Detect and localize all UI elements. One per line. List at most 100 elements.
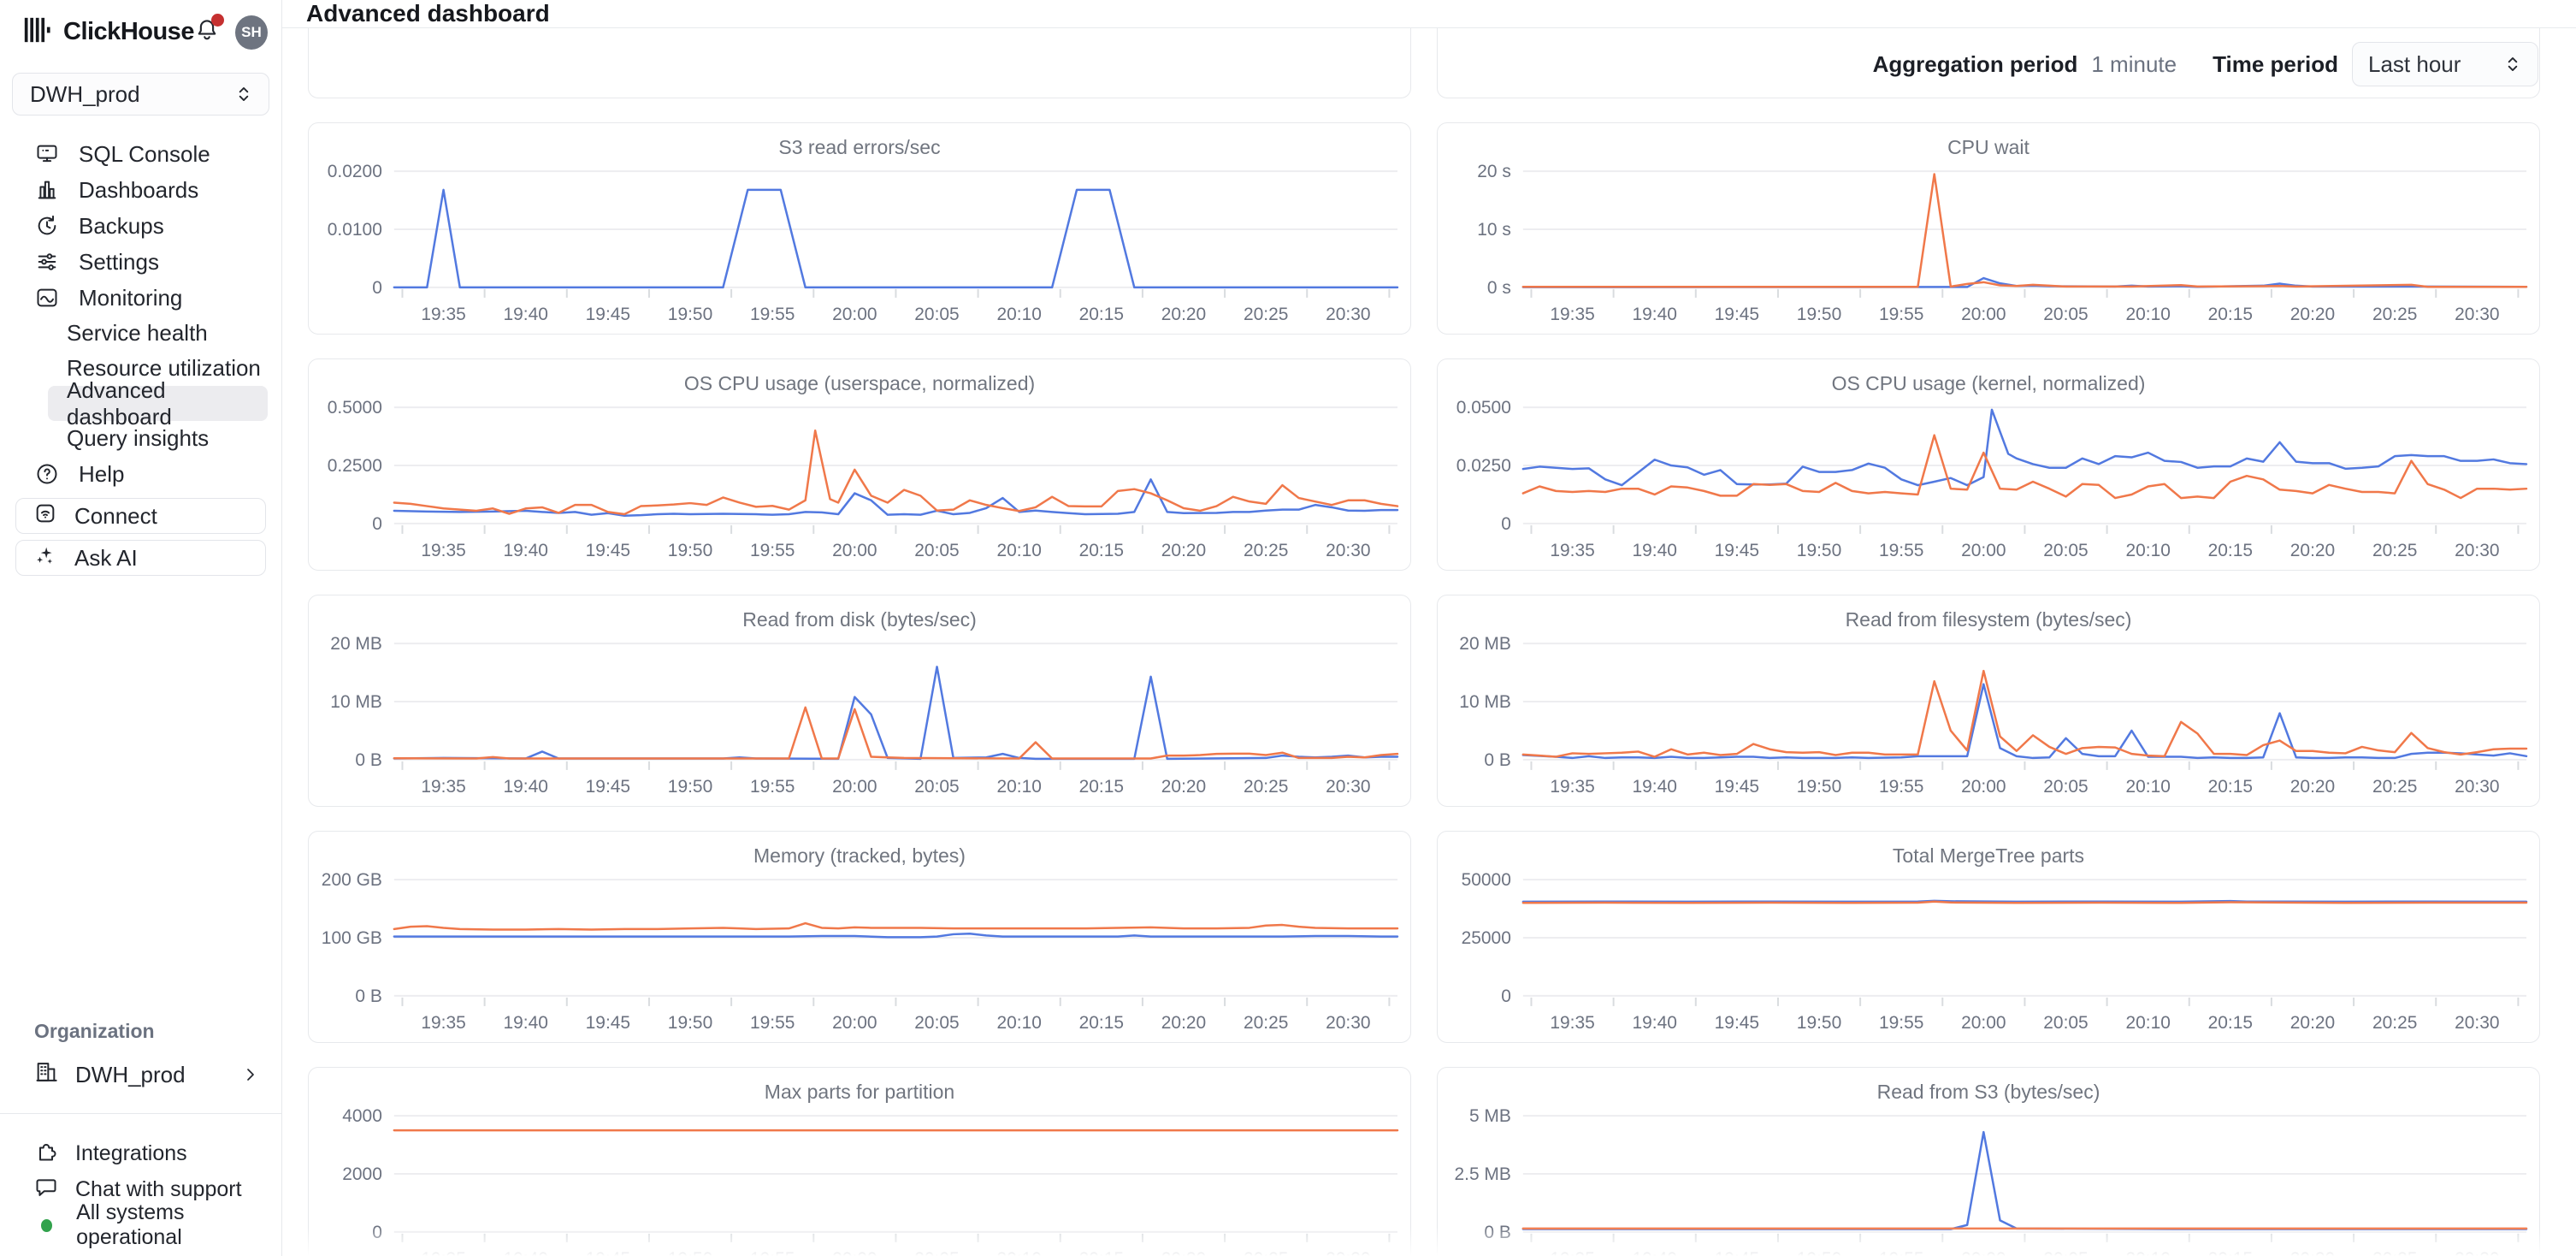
svg-text:20:00: 20:00 <box>1961 1013 2006 1033</box>
svg-text:19:35: 19:35 <box>421 777 465 797</box>
sidebar-item-label: Backups <box>79 212 164 239</box>
svg-text:0.5000: 0.5000 <box>328 398 382 418</box>
sidebar-header: ClickHouse SH <box>0 0 281 64</box>
clickhouse-logo-icon <box>22 15 51 49</box>
time-period-select[interactable]: Last hour <box>2352 42 2538 86</box>
svg-text:20:25: 20:25 <box>1244 777 1288 797</box>
svg-text:19:55: 19:55 <box>750 1013 795 1033</box>
sidebar-item-advanced-dashboard[interactable]: Advanced dashboard <box>48 377 268 430</box>
svg-text:0: 0 <box>372 514 382 534</box>
svg-text:10 MB: 10 MB <box>330 692 382 712</box>
svg-text:20:10: 20:10 <box>2125 541 2170 560</box>
organization-selector[interactable]: DWH_prod <box>0 1055 281 1094</box>
ask-ai-button[interactable]: Ask AI <box>15 540 266 576</box>
svg-text:20:30: 20:30 <box>1326 1249 1370 1256</box>
svg-text:0.0500: 0.0500 <box>1456 398 1511 418</box>
chart-title: Read from disk (bytes/sec) <box>742 608 977 631</box>
svg-text:19:55: 19:55 <box>1879 1013 1923 1033</box>
avatar[interactable]: SH <box>234 15 268 50</box>
sidebar-item-settings[interactable]: Settings <box>0 244 281 280</box>
sidebar-item-resource-utilization[interactable]: Resource utilization <box>48 351 268 386</box>
svg-text:20:00: 20:00 <box>832 305 877 324</box>
chart-card: Read from filesystem (bytes/sec) 20 MB 10 … <box>1437 595 2540 807</box>
sidebar-item-label: Resource utilization <box>67 355 261 381</box>
sidebar-item-sql-console[interactable]: SQL Console <box>0 136 281 172</box>
chart-card: Read from S3 (bytes/sec) 5 MB 2.5 MB 0 B 19:… <box>1437 1067 2540 1256</box>
svg-text:19:55: 19:55 <box>750 305 795 324</box>
notifications-button[interactable] <box>194 14 224 47</box>
svg-text:19:40: 19:40 <box>503 1249 547 1256</box>
chart-card: Max parts for partition 4000 2000 0 19:35 19:… <box>308 1067 1411 1256</box>
svg-text:20:20: 20:20 <box>2290 1249 2335 1256</box>
service-selector[interactable]: DWH_prod <box>12 73 269 116</box>
svg-text:20:05: 20:05 <box>914 541 959 560</box>
sidebar-item-monitoring[interactable]: Monitoring <box>0 280 281 316</box>
sidebar-item-query-insights[interactable]: Query insights <box>48 421 268 456</box>
sidebar-nav: SQL Console Dashboards Backups Settings <box>0 136 281 492</box>
svg-text:20:20: 20:20 <box>2290 305 2335 324</box>
chart-title: Total MergeTree parts <box>1892 844 2085 867</box>
status-ok-icon <box>41 1218 53 1232</box>
svg-text:20:30: 20:30 <box>2455 305 2499 324</box>
svg-text:20:05: 20:05 <box>914 305 959 324</box>
svg-text:19:55: 19:55 <box>750 777 795 797</box>
svg-text:19:40: 19:40 <box>1632 1013 1676 1033</box>
svg-text:20:00: 20:00 <box>832 777 877 797</box>
chart-title: Read from S3 (bytes/sec) <box>1876 1081 2100 1103</box>
svg-text:20:00: 20:00 <box>1961 1249 2006 1256</box>
svg-text:19:55: 19:55 <box>1879 777 1923 797</box>
svg-text:19:50: 19:50 <box>668 1249 712 1256</box>
sidebar-item-backups[interactable]: Backups <box>0 208 281 244</box>
brand[interactable]: ClickHouse <box>22 15 194 49</box>
chat-bubble-icon <box>34 1175 58 1205</box>
sidebar-item-help[interactable]: Help <box>0 456 281 492</box>
svg-text:25000: 25000 <box>1462 928 1511 948</box>
svg-text:20:15: 20:15 <box>2208 1249 2253 1256</box>
svg-text:20:15: 20:15 <box>1079 777 1124 797</box>
svg-text:0.0200: 0.0200 <box>328 162 382 181</box>
svg-text:20:10: 20:10 <box>996 1013 1041 1033</box>
svg-text:0: 0 <box>372 1223 382 1242</box>
svg-text:20:05: 20:05 <box>914 1013 959 1033</box>
svg-text:2.5 MB: 2.5 MB <box>1454 1164 1510 1184</box>
sidebar-item-label: Query insights <box>67 425 210 451</box>
svg-text:20:05: 20:05 <box>2043 305 2088 324</box>
sidebar-item-chat-support[interactable]: Chat with support <box>0 1172 281 1206</box>
svg-text:20:30: 20:30 <box>1326 777 1370 797</box>
svg-text:19:40: 19:40 <box>503 777 547 797</box>
organization-icon <box>34 1060 58 1090</box>
sidebar-item-integrations[interactable]: Integrations <box>0 1136 281 1170</box>
brand-name: ClickHouse <box>63 18 194 45</box>
svg-text:20:30: 20:30 <box>1326 1013 1370 1033</box>
svg-text:20:30: 20:30 <box>1326 305 1370 324</box>
svg-text:100 GB: 100 GB <box>322 928 382 948</box>
svg-text:19:50: 19:50 <box>668 305 712 324</box>
svg-text:20:10: 20:10 <box>996 1249 1041 1256</box>
chart-title: Max parts for partition <box>764 1081 955 1103</box>
page-header: Advanced dashboard <box>282 0 2576 28</box>
svg-text:19:40: 19:40 <box>1632 777 1676 797</box>
svg-text:20:00: 20:00 <box>1961 541 2006 560</box>
svg-text:19:40: 19:40 <box>503 1013 547 1033</box>
chart-title: Memory (tracked, bytes) <box>753 844 966 867</box>
svg-text:19:35: 19:35 <box>1550 541 1594 560</box>
svg-text:20:25: 20:25 <box>1244 541 1288 560</box>
help-icon <box>34 462 60 486</box>
sidebar-item-dashboards[interactable]: Dashboards <box>0 172 281 208</box>
sliders-icon <box>34 250 60 274</box>
chart-plot: 50000 25000 0 19:35 19:40 19:45 19:50 19:55 20:0… <box>1462 870 2528 1033</box>
sql-console-icon <box>34 142 60 166</box>
chart-card: OS CPU usage (kernel, normalized) 0.0500 0… <box>1437 358 2540 571</box>
chart-plot: 20 MB 10 MB 0 B 19:35 19:40 19:45 19:50 19:55 20… <box>1459 634 2528 797</box>
svg-text:20:15: 20:15 <box>2208 305 2253 324</box>
svg-text:20:20: 20:20 <box>1161 1249 1206 1256</box>
svg-text:0: 0 <box>1501 986 1511 1006</box>
status-label: All systems operational <box>76 1200 185 1249</box>
system-status[interactable]: All systems operational <box>0 1200 281 1249</box>
connect-button[interactable]: Connect <box>15 498 266 534</box>
svg-text:20:20: 20:20 <box>2290 1013 2335 1033</box>
svg-text:19:50: 19:50 <box>668 541 712 560</box>
monitoring-chart-icon <box>34 286 60 310</box>
svg-text:5 MB: 5 MB <box>1469 1106 1511 1126</box>
sidebar-item-service-health[interactable]: Service health <box>48 316 268 351</box>
